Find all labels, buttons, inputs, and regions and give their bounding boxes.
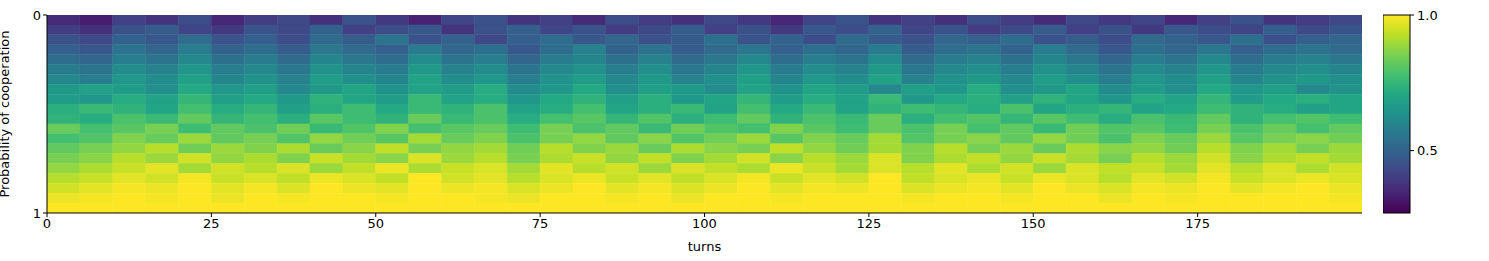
svg-text:175: 175 — [1185, 216, 1210, 231]
svg-text:Probability of cooperation: Probability of cooperation — [8, 30, 12, 197]
svg-text:turns: turns — [688, 239, 722, 254]
svg-text:1: 1 — [33, 206, 41, 221]
svg-text:50: 50 — [367, 216, 384, 231]
svg-text:25: 25 — [203, 216, 220, 231]
svg-text:100: 100 — [692, 216, 717, 231]
svg-text:75: 75 — [532, 216, 549, 231]
svg-text:125: 125 — [856, 216, 881, 231]
svg-text:1.0: 1.0 — [1417, 8, 1438, 23]
svg-text:0: 0 — [33, 8, 41, 23]
svg-text:0.5: 0.5 — [1417, 143, 1438, 158]
svg-text:150: 150 — [1021, 216, 1046, 231]
svg-text:0: 0 — [43, 216, 51, 231]
